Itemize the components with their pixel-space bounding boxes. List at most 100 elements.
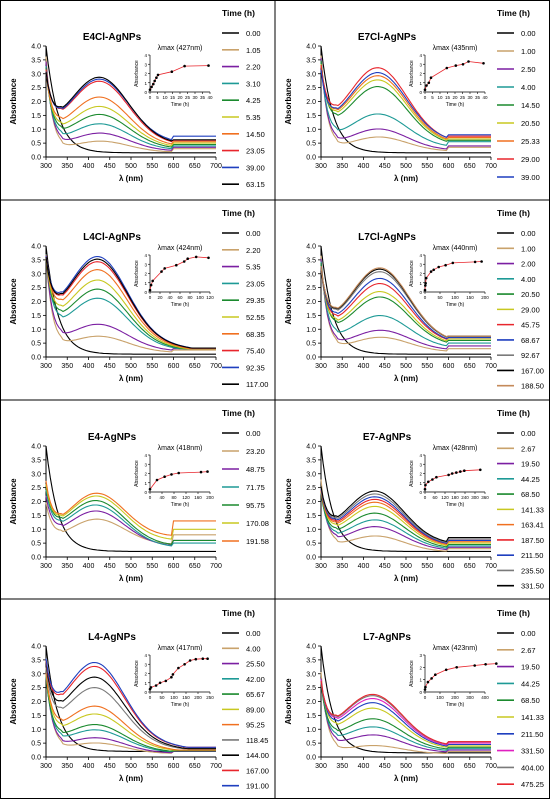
inset-data-point (423, 288, 427, 292)
y-tick-label: 1.0 (306, 127, 316, 134)
spectrum-curve-5.35 (45, 70, 216, 147)
inset-data-point (427, 81, 431, 85)
inset-y-tick-label: 1 (144, 481, 147, 486)
inset-data-point (423, 88, 427, 91)
y-tick-label: 0.0 (306, 755, 316, 762)
x-tick-label: 350 (336, 163, 348, 170)
y-tick-label: 1.5 (31, 113, 41, 120)
inset-y-tick-label: 0 (144, 690, 147, 695)
x-tick-label: 550 (421, 563, 433, 570)
panel-title: E4Cl-AgNPs (83, 32, 142, 43)
inset-x-tick-label: 40 (207, 95, 213, 100)
inset-x-tick-label: 200 (451, 695, 459, 700)
legend-label: 14.50 (521, 101, 540, 110)
inset-y-label: Absorbance (134, 460, 140, 487)
legend-label: 95.25 (246, 721, 265, 730)
inset-x-tick-label: 0 (149, 495, 152, 500)
x-tick-label: 400 (83, 363, 95, 370)
y-tick-label: 2.5 (31, 485, 41, 492)
inset-data-point (473, 260, 477, 264)
inset-y-tick-label: 0 (144, 90, 147, 95)
inset-x-tick-label: 100 (196, 295, 204, 300)
inset-data-point (170, 473, 173, 476)
y-tick-label: 3.0 (306, 471, 316, 478)
inset-data-point (473, 664, 477, 667)
legend-label: 48.75 (246, 465, 265, 474)
inset-data-point (432, 268, 436, 272)
spectrum-curve-1.05 (45, 56, 216, 153)
inset-x-label: Time (h) (446, 502, 465, 508)
legend-label: 2.67 (521, 444, 536, 453)
y-tick-label: 0.5 (306, 741, 316, 748)
legend-label: 95.75 (246, 501, 265, 510)
inset-trend-line (149, 65, 209, 90)
y-tick-label: 3.0 (306, 271, 316, 278)
x-tick-label: 350 (61, 563, 73, 570)
legend-label: 0.00 (521, 629, 536, 638)
panel-l4cl-agnps: L4Cl-AgNPs0.00.51.01.52.02.53.03.54.0300… (9, 208, 268, 389)
inset-data-point (170, 675, 173, 679)
spectrum-curve-2.00 (320, 258, 491, 350)
inset-data-point (455, 666, 459, 669)
inset-x-tick-label: 120 (206, 295, 214, 300)
inset-data-point (183, 663, 186, 666)
y-tick-label: 3.5 (306, 57, 316, 64)
inset-x-tick-label: 10 (437, 95, 443, 100)
spectrum-curve-0.00 (45, 245, 216, 355)
spectrum-curve-191.00 (45, 658, 216, 748)
inset-y-tick-label: 1 (419, 678, 422, 683)
inset-x-tick-label: 360 (481, 495, 489, 500)
inset-data-point (154, 684, 158, 687)
inset-y-tick-label: 0 (419, 90, 422, 95)
inset-y-label: Absorbance (409, 460, 415, 487)
inset-x-tick-label: 60 (432, 495, 438, 500)
spectrum-curve-0.00 (45, 645, 216, 752)
inset-data-point (454, 64, 458, 67)
x-tick-label: 700 (485, 563, 497, 570)
legend-label: 235.50 (521, 566, 544, 575)
y-tick-label: 0.5 (31, 341, 41, 348)
x-tick-label: 700 (485, 363, 497, 370)
inset-x-tick-label: 150 (466, 295, 474, 300)
spectrum-curve-1.00 (320, 55, 491, 152)
legend-label: 19.50 (521, 460, 540, 469)
inset-x-tick-label: 400 (481, 695, 489, 700)
x-tick-label: 450 (379, 563, 391, 570)
inset-y-label: Absorbance (134, 60, 140, 87)
y-tick-label: 2.0 (306, 699, 316, 706)
inset-y-tick-label: 3 (419, 462, 422, 467)
legend-label: 5.35 (246, 263, 261, 272)
inset-data-point (495, 662, 498, 665)
x-tick-label: 700 (210, 363, 222, 370)
inset-x-tick-label: 150 (182, 695, 190, 700)
y-tick-label: 2.0 (306, 99, 316, 106)
inset-data-point (459, 470, 462, 473)
inset-x-label: Time (h) (171, 502, 190, 508)
spectrum-curve-117.00 (45, 256, 216, 349)
x-tick-label: 350 (336, 763, 348, 770)
y-tick-label: 0.5 (306, 341, 316, 348)
x-tick-label: 650 (189, 563, 201, 570)
x-tick-label: 700 (485, 163, 497, 170)
spectrum-curve-2.20 (45, 254, 216, 353)
inset-y-tick-label: 3 (419, 62, 422, 67)
legend-label: 75.40 (246, 347, 265, 356)
inset-data-point (424, 276, 428, 280)
spectrum-curve-4.00 (320, 60, 491, 146)
inset-x-tick-label: 30 (467, 95, 473, 100)
legend-label: 39.00 (246, 163, 265, 172)
y-tick-label: 2.0 (306, 299, 316, 306)
y-tick-label: 1.5 (306, 113, 316, 120)
legend-label: 0.00 (246, 29, 261, 38)
x-tick-label: 400 (358, 563, 370, 570)
inset-x-tick-label: 300 (471, 495, 479, 500)
x-tick-label: 550 (146, 163, 158, 170)
y-tick-label: 4.0 (31, 644, 41, 651)
inset-y-tick-label: 4 (419, 53, 422, 58)
x-tick-label: 300 (315, 163, 327, 170)
panel-title: L7-AgNPs (363, 632, 411, 643)
inset-x-tick-label: 50 (159, 695, 165, 700)
inset-x-label: Time (h) (446, 102, 465, 108)
y-tick-label: 1.0 (31, 327, 41, 334)
